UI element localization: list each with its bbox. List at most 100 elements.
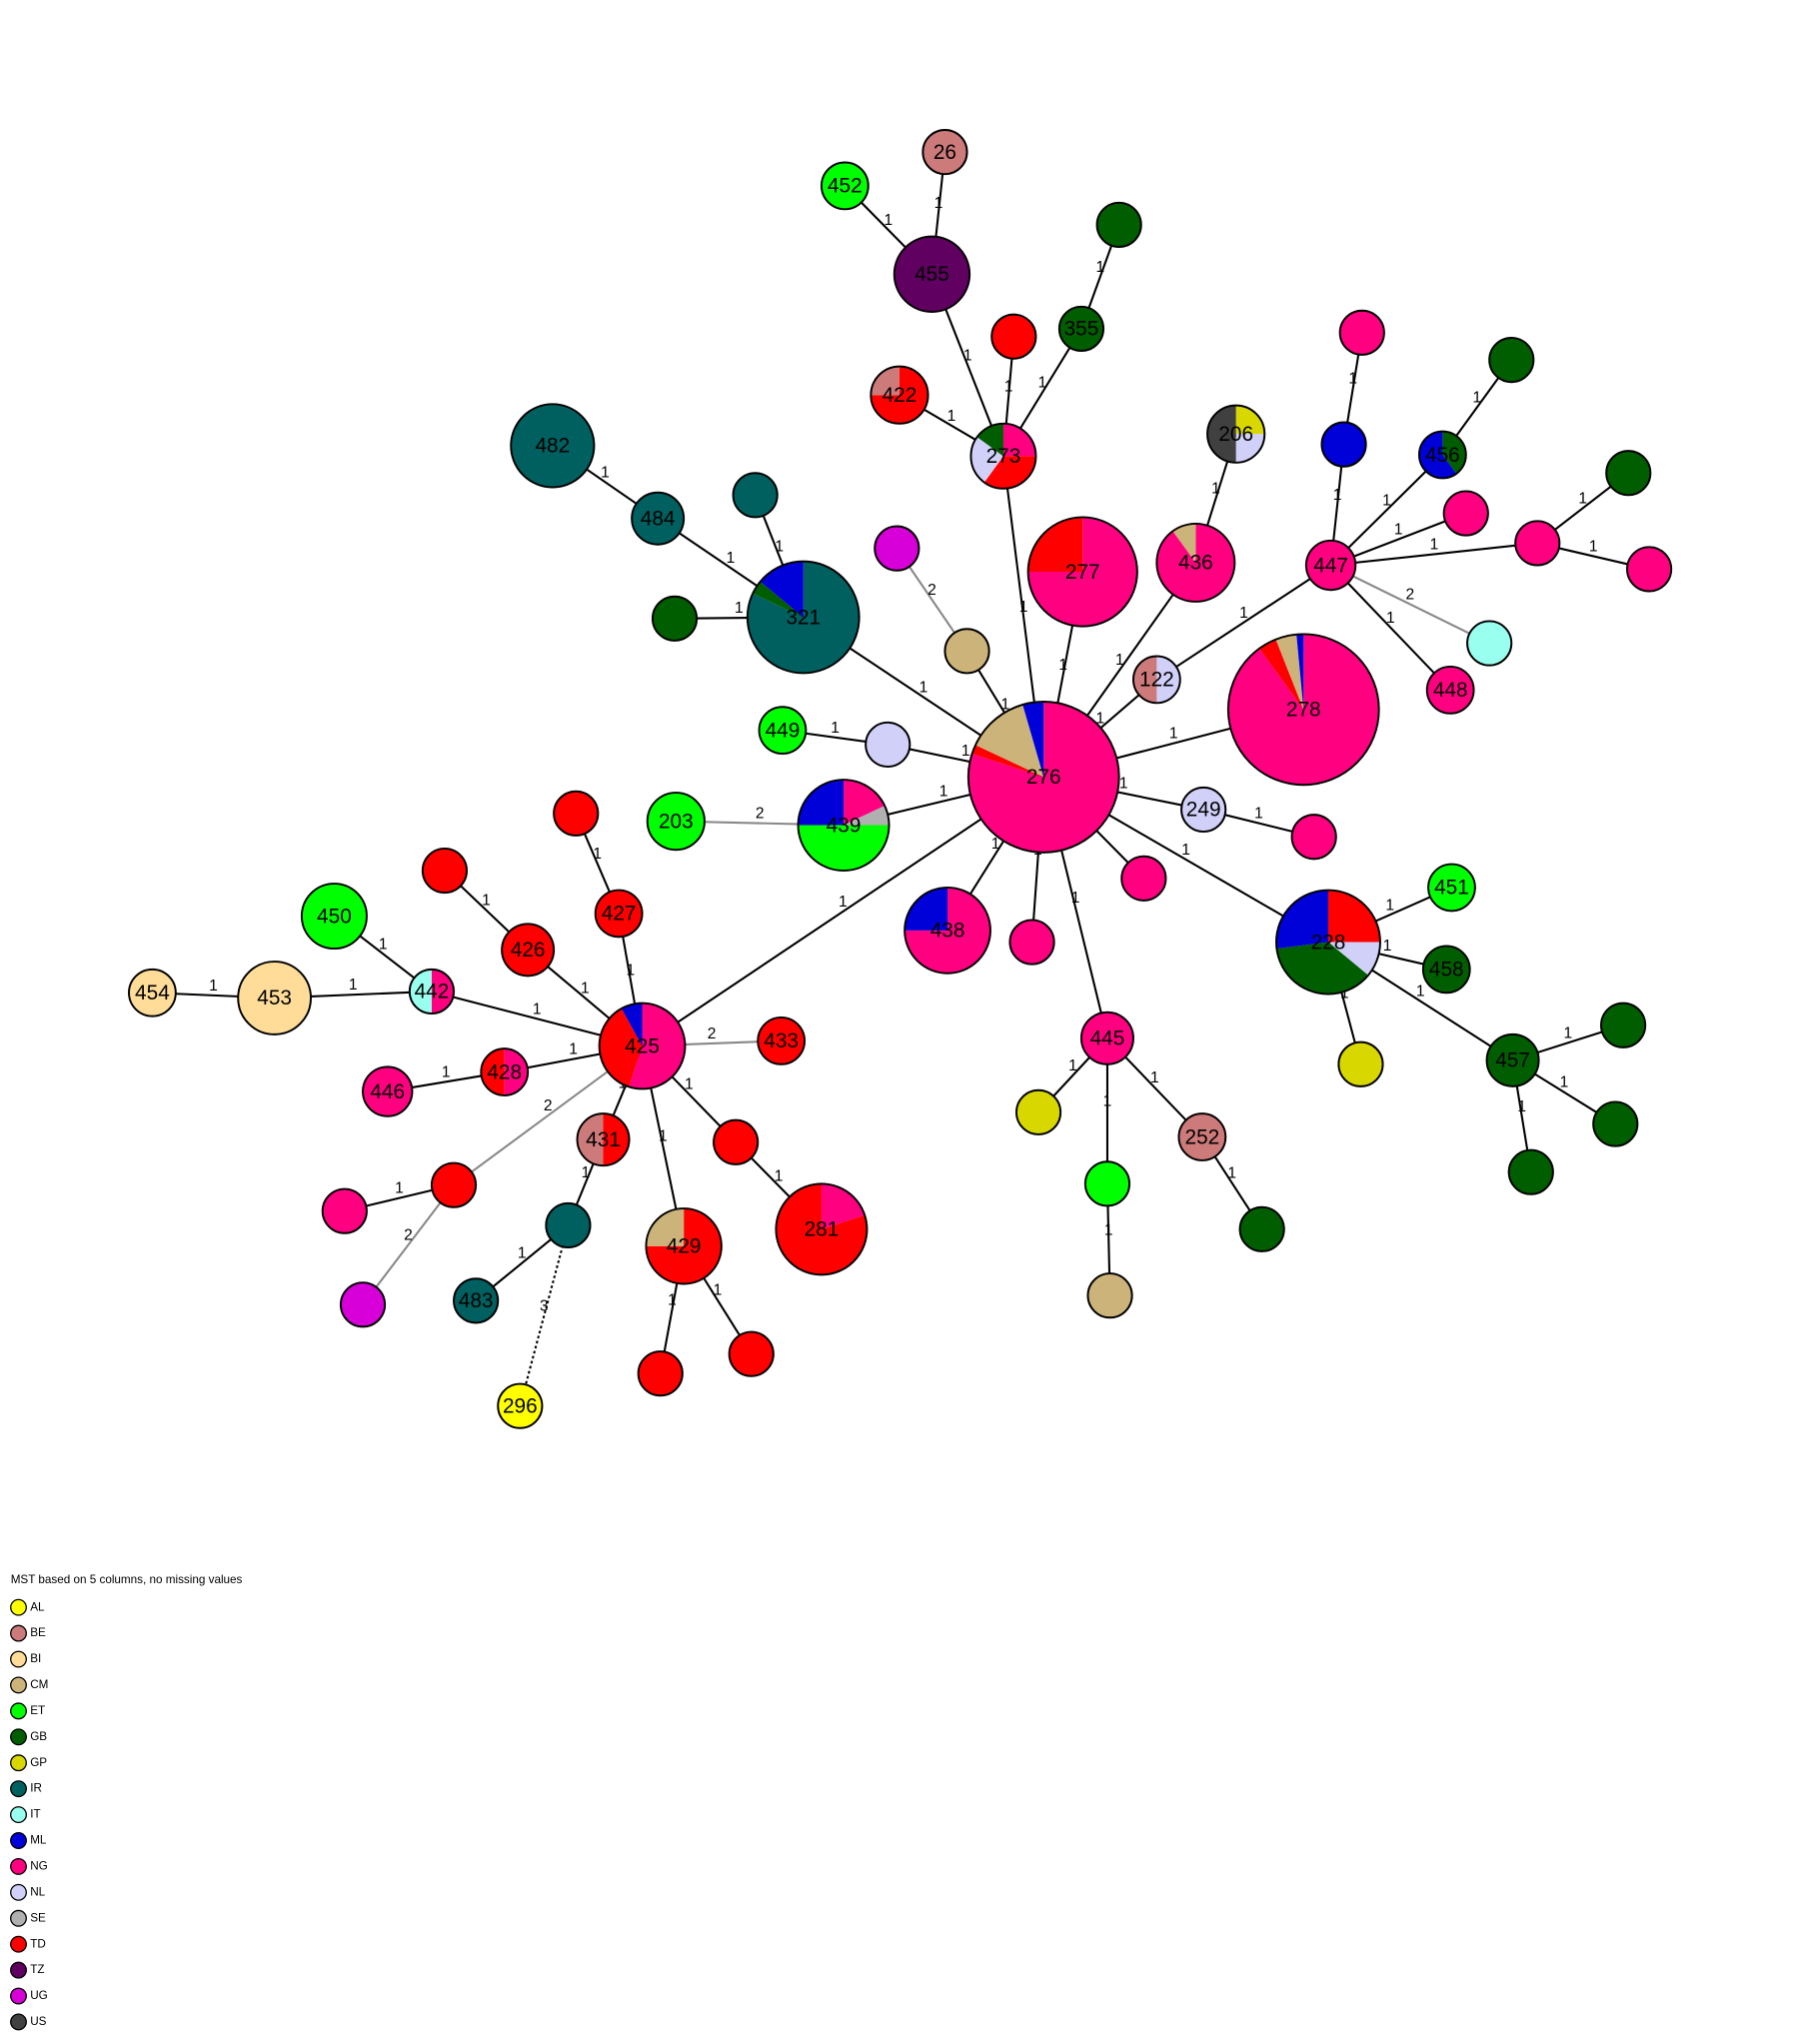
node-label: 276 (1026, 766, 1061, 789)
node: 448 (1425, 665, 1475, 715)
edge (1330, 564, 1490, 645)
node-label: 228 (1311, 931, 1346, 954)
edge-label: 1 (1095, 259, 1104, 276)
node-circle (1320, 421, 1367, 468)
node: 281 (775, 1182, 869, 1276)
node-circle (237, 961, 312, 1035)
node-label: 428 (487, 1060, 522, 1083)
node-label: 321 (786, 606, 821, 629)
node-label: 436 (1178, 552, 1213, 575)
edge (519, 1224, 570, 1406)
pie-slice (967, 702, 1119, 853)
edge-label: 1 (1227, 1165, 1236, 1182)
node-label: 452 (828, 175, 863, 198)
node-circle (421, 847, 469, 895)
edge-label: 1 (1239, 605, 1248, 622)
edge-label: 3 (540, 1297, 549, 1314)
edge-label: 2 (404, 1226, 413, 1243)
node: 482 (510, 403, 596, 489)
edge-label: 1 (727, 550, 736, 567)
node-circle (1626, 546, 1673, 593)
edge-label: 1 (659, 1128, 668, 1145)
node: 446 (362, 1065, 414, 1117)
edge-label: 1 (685, 1076, 694, 1093)
pie-slice (621, 1003, 643, 1046)
node-label: 203 (659, 810, 694, 833)
node-circle (713, 1118, 760, 1165)
node: 228 (1274, 889, 1381, 996)
node-label: 448 (1433, 679, 1468, 702)
node-circle (594, 889, 644, 939)
node-label: 281 (805, 1218, 840, 1241)
node (651, 595, 699, 642)
node: 26 (921, 129, 968, 176)
node-circle (1337, 1040, 1384, 1087)
legend-title: MST based on 5 columns, no missing value… (11, 1573, 243, 1586)
edge (362, 1184, 455, 1305)
node: 484 (631, 491, 686, 546)
node-outline (1206, 404, 1266, 464)
node (545, 1201, 592, 1249)
node-label: 273 (986, 445, 1021, 468)
pie-slice (1296, 634, 1304, 710)
pie-slice (431, 969, 455, 1015)
node-outline (969, 422, 1037, 490)
edge-label: 1 (1386, 610, 1395, 627)
node-circle (1095, 201, 1142, 248)
node-circle (1425, 665, 1475, 715)
node: 427 (594, 889, 644, 939)
edge-label: 1 (533, 1001, 542, 1018)
node-circle (497, 1382, 544, 1429)
legend-label: IT (30, 1808, 40, 1821)
edge-label: 1 (581, 980, 590, 997)
node (1086, 1272, 1133, 1319)
node-circle (1120, 855, 1167, 902)
node-label: 455 (914, 263, 949, 286)
node (1338, 309, 1385, 356)
node-label: 278 (1286, 699, 1321, 722)
node-outline (904, 886, 991, 975)
node-circle (1600, 1002, 1647, 1048)
node-circle (728, 1330, 775, 1377)
node-label: 446 (370, 1080, 405, 1103)
edge-label: 1 (482, 893, 491, 910)
legend-swatch (10, 1676, 27, 1694)
pie-slice (1235, 405, 1265, 435)
node-circle (128, 968, 177, 1018)
edge-label: 1 (1589, 538, 1598, 555)
legend-swatch (10, 1961, 27, 1979)
node-label: 442 (415, 981, 450, 1004)
node (553, 790, 600, 837)
edge-label: 1 (442, 1063, 451, 1080)
edge-label: 2 (756, 806, 765, 823)
node-label: 26 (933, 141, 956, 164)
pie-slice (1327, 890, 1380, 943)
node-circle (1605, 450, 1652, 497)
node-label: 429 (667, 1235, 702, 1258)
edge-label: 1 (1150, 1069, 1159, 1086)
node: 483 (453, 1277, 500, 1324)
legend-label: GB (30, 1730, 47, 1743)
legend-swatch (10, 1987, 27, 2005)
node (1600, 1002, 1647, 1048)
legend-swatch (10, 1935, 27, 1953)
node: 422 (870, 365, 929, 425)
node-circle (1057, 305, 1105, 352)
node (874, 525, 920, 572)
node: 277 (1026, 516, 1138, 628)
node-outline (598, 1002, 687, 1090)
node: 455 (893, 235, 971, 313)
node (1626, 546, 1673, 593)
edge-label: 1 (1038, 375, 1047, 392)
pie-slice (1418, 431, 1457, 479)
node-circle (1442, 490, 1489, 537)
node-circle (1338, 309, 1385, 356)
pie-slice (1156, 656, 1180, 704)
node (1337, 1040, 1384, 1087)
legend-label: CM (30, 1678, 48, 1691)
pie-slice (481, 1048, 505, 1095)
edge-label: 1 (1382, 492, 1391, 509)
pie-slice (1132, 656, 1157, 704)
edge-label: 1 (1254, 806, 1263, 823)
pie-slice (1327, 942, 1380, 976)
